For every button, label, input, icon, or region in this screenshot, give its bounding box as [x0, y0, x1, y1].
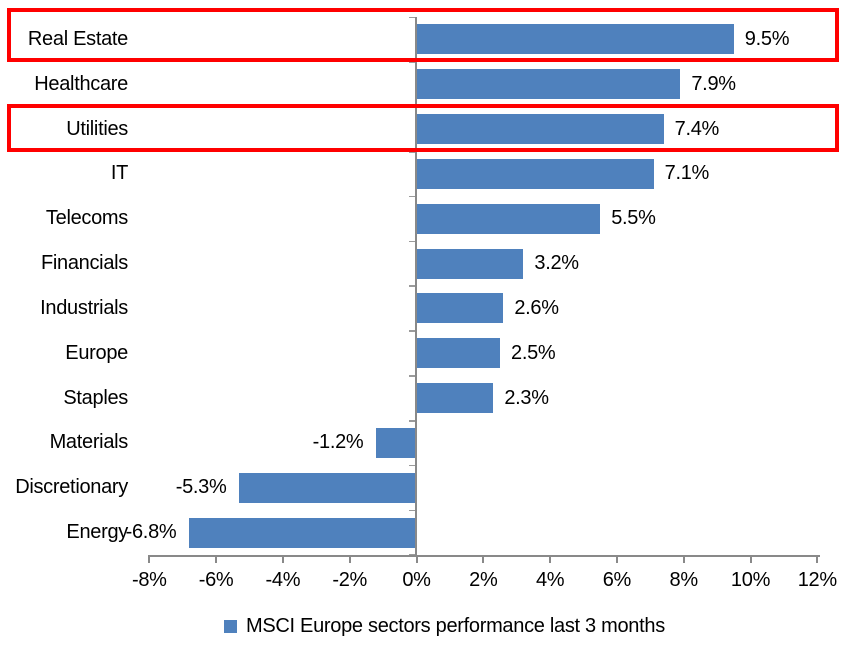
x-axis-tick: [348, 555, 351, 563]
value-label-utilities: 7.4%: [674, 117, 720, 140]
y-axis-tick: [409, 330, 415, 332]
x-axis-tick-label: 0%: [402, 568, 431, 591]
legend-label: MSCI Europe sectors performance last 3 m…: [246, 614, 665, 637]
bar-real-estate: [416, 24, 734, 55]
y-axis-tick: [409, 16, 415, 19]
y-axis-tick: [409, 375, 415, 377]
y-axis-tick: [409, 240, 415, 243]
y-axis-tick: [409, 509, 415, 512]
bar-staples: [416, 383, 494, 414]
bar-discretionary: [239, 472, 417, 503]
value-label-healthcare: 7.9%: [691, 72, 736, 95]
x-axis-tick-label: -6%: [198, 568, 234, 591]
bar-europe: [416, 338, 500, 369]
category-label-real-estate: Real Estate: [27, 27, 128, 50]
x-axis-tick-label: -8%: [131, 568, 167, 591]
x-axis-tick: [615, 555, 618, 563]
category-label-industrials: Industrials: [40, 296, 128, 319]
bar-telecoms: [416, 203, 601, 234]
x-axis-tick-label: 12%: [797, 568, 837, 591]
x-axis-tick-label: -4%: [265, 568, 301, 591]
value-label-materials: -1.2%: [312, 431, 364, 454]
category-label-it: IT: [110, 162, 128, 185]
y-axis-tick: [409, 419, 415, 422]
value-label-industrials: 2.6%: [514, 296, 559, 319]
bar-utilities: [416, 114, 664, 145]
x-axis-tick-label: 4%: [535, 568, 565, 591]
x-axis-tick-label: 8%: [669, 568, 699, 591]
category-label-telecoms: Telecoms: [45, 207, 128, 230]
x-axis-tick: [415, 555, 418, 563]
highlight-box-real-estate: [7, 8, 839, 63]
value-label-energy: -6.8%: [125, 521, 177, 544]
bar-energy: [189, 517, 417, 548]
x-axis-tick-label: 10%: [730, 568, 771, 591]
category-label-staples: Staples: [63, 386, 128, 409]
x-axis-tick-label: -2%: [332, 568, 368, 591]
legend-swatch-icon: [224, 619, 237, 633]
value-label-financials: 3.2%: [534, 252, 579, 275]
value-label-europe: 2.5%: [511, 341, 556, 364]
highlight-box-utilities: [7, 103, 839, 152]
x-axis-tick-label: 6%: [602, 568, 632, 591]
category-label-discretionary: Discretionary: [15, 476, 128, 499]
x-axis-tick: [148, 555, 151, 563]
x-axis-tick: [749, 555, 752, 563]
value-label-staples: 2.3%: [504, 386, 549, 409]
x-axis-tick: [816, 555, 819, 563]
y-axis-line: [415, 17, 417, 555]
value-label-it: 7.1%: [664, 162, 710, 185]
value-label-real-estate: 9.5%: [744, 27, 790, 50]
x-axis-tick: [482, 555, 485, 563]
x-axis-tick: [281, 555, 284, 563]
x-axis-tick: [682, 555, 685, 563]
y-axis-tick: [409, 285, 415, 288]
category-label-healthcare: Healthcare: [34, 72, 128, 95]
x-axis-tick-label: 2%: [469, 568, 498, 591]
y-axis-tick: [409, 464, 415, 467]
category-label-financials: Financials: [40, 252, 128, 275]
bar-healthcare: [416, 69, 681, 100]
x-axis-tick: [549, 555, 552, 563]
category-label-materials: Materials: [49, 431, 129, 454]
category-label-utilities: Utilities: [66, 117, 128, 140]
bar-financials: [416, 248, 524, 279]
legend: MSCI Europe sectors performance last 3 m…: [224, 612, 665, 640]
category-label-energy: Energy: [66, 521, 128, 544]
category-label-europe: Europe: [65, 341, 128, 364]
value-label-telecoms: 5.5%: [611, 207, 656, 230]
bar-it: [416, 158, 654, 189]
bar-industrials: [416, 293, 504, 324]
y-axis-tick: [409, 195, 415, 198]
bar-materials: [376, 427, 417, 458]
value-label-discretionary: -5.3%: [175, 476, 227, 499]
x-axis-tick: [215, 555, 218, 563]
